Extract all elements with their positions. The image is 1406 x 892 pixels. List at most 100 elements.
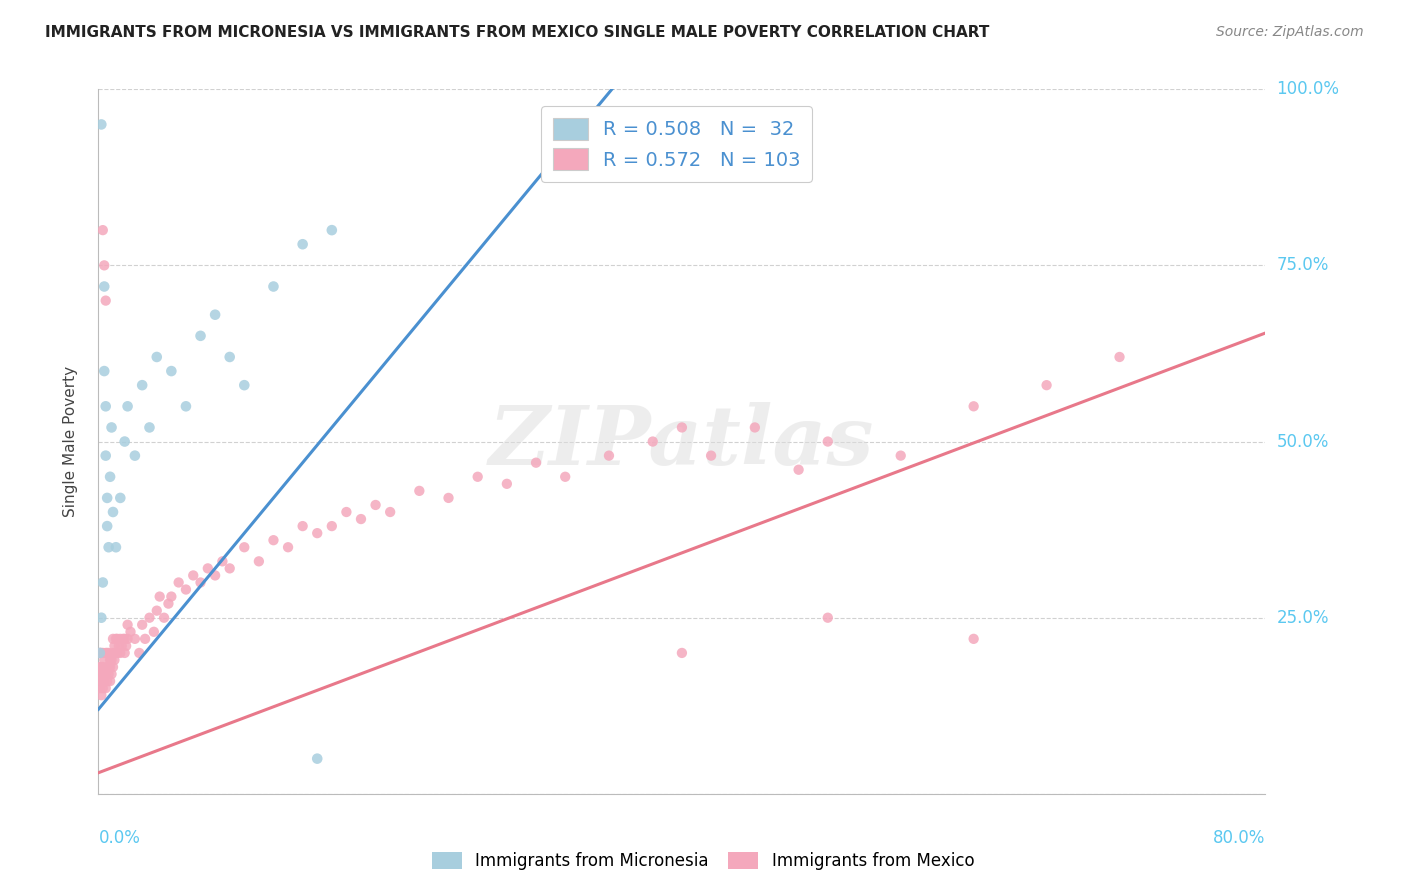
Point: [94, 646, 117, 660]
Point: [167, 575, 190, 590]
Point: [96, 519, 118, 533]
Point: [91, 646, 114, 660]
Point: [671, 420, 693, 434]
Point: [146, 604, 169, 618]
Point: [364, 498, 387, 512]
Point: [744, 420, 766, 434]
Point: [98, 653, 121, 667]
Text: ZIPatlas: ZIPatlas: [489, 401, 875, 482]
Point: [93, 364, 115, 378]
Point: [90, 674, 112, 689]
Point: [134, 632, 156, 646]
Point: [131, 617, 153, 632]
Text: 25.0%: 25.0%: [1277, 608, 1329, 627]
Point: [98, 469, 121, 483]
Point: [120, 624, 142, 639]
Point: [91, 223, 114, 237]
Point: [90, 646, 112, 660]
Point: [110, 646, 132, 660]
Point: [94, 293, 117, 308]
Point: [94, 681, 117, 696]
Point: [91, 660, 114, 674]
Point: [89, 646, 111, 660]
Point: [94, 449, 117, 463]
Point: [104, 541, 127, 555]
Point: [117, 617, 139, 632]
Point: [496, 476, 519, 491]
Point: [117, 632, 139, 646]
Point: [218, 561, 240, 575]
Point: [291, 519, 314, 533]
Point: [94, 667, 117, 681]
Point: [124, 449, 146, 463]
Text: 75.0%: 75.0%: [1277, 256, 1329, 275]
Point: [218, 350, 240, 364]
Point: [131, 378, 153, 392]
Point: [100, 653, 122, 667]
Point: [93, 259, 115, 273]
Point: [89, 681, 111, 696]
Point: [380, 505, 402, 519]
Point: [101, 632, 124, 646]
Point: [153, 610, 176, 624]
Point: [103, 653, 125, 667]
Point: [101, 660, 124, 674]
Point: [817, 434, 839, 449]
Point: [93, 653, 115, 667]
Point: [103, 639, 125, 653]
Point: [114, 646, 136, 660]
Point: [335, 505, 357, 519]
Point: [93, 667, 115, 681]
Point: [142, 624, 165, 639]
Point: [110, 632, 132, 646]
Text: Source: ZipAtlas.com: Source: ZipAtlas.com: [1216, 25, 1364, 39]
Point: [97, 541, 120, 555]
Point: [138, 420, 160, 434]
Point: [160, 364, 183, 378]
Point: [233, 378, 256, 392]
Text: IMMIGRANTS FROM MICRONESIA VS IMMIGRANTS FROM MEXICO SINGLE MALE POVERTY CORRELA: IMMIGRANTS FROM MICRONESIA VS IMMIGRANTS…: [45, 25, 990, 40]
Point: [321, 223, 343, 237]
Legend: Immigrants from Micronesia, Immigrants from Mexico: Immigrants from Micronesia, Immigrants f…: [425, 845, 981, 877]
Point: [262, 533, 284, 548]
Point: [117, 399, 139, 413]
Point: [467, 469, 489, 483]
Point: [350, 512, 373, 526]
Point: [204, 568, 226, 582]
Point: [100, 420, 122, 434]
Point: [115, 639, 138, 653]
Point: [97, 667, 120, 681]
Point: [262, 279, 284, 293]
Point: [90, 117, 112, 131]
Point: [96, 660, 118, 674]
Point: [524, 456, 547, 470]
Point: [149, 590, 172, 604]
Point: [291, 237, 314, 252]
Point: [89, 646, 111, 660]
Point: [90, 660, 112, 674]
Point: [890, 449, 912, 463]
Point: [89, 660, 111, 674]
Point: [174, 582, 197, 597]
Point: [108, 639, 131, 653]
Point: [128, 646, 150, 660]
Point: [101, 505, 124, 519]
Point: [112, 632, 135, 646]
Point: [197, 561, 219, 575]
Point: [114, 434, 136, 449]
Point: [114, 632, 136, 646]
Point: [700, 449, 723, 463]
Point: [307, 526, 329, 541]
Point: [211, 554, 233, 568]
Point: [787, 463, 810, 477]
Point: [104, 646, 127, 660]
Point: [93, 279, 115, 293]
Point: [90, 610, 112, 624]
Point: [671, 646, 693, 660]
Point: [90, 688, 112, 702]
Point: [104, 632, 127, 646]
Point: [554, 469, 576, 483]
Point: [1035, 378, 1057, 392]
Point: [277, 541, 299, 555]
Point: [105, 646, 128, 660]
